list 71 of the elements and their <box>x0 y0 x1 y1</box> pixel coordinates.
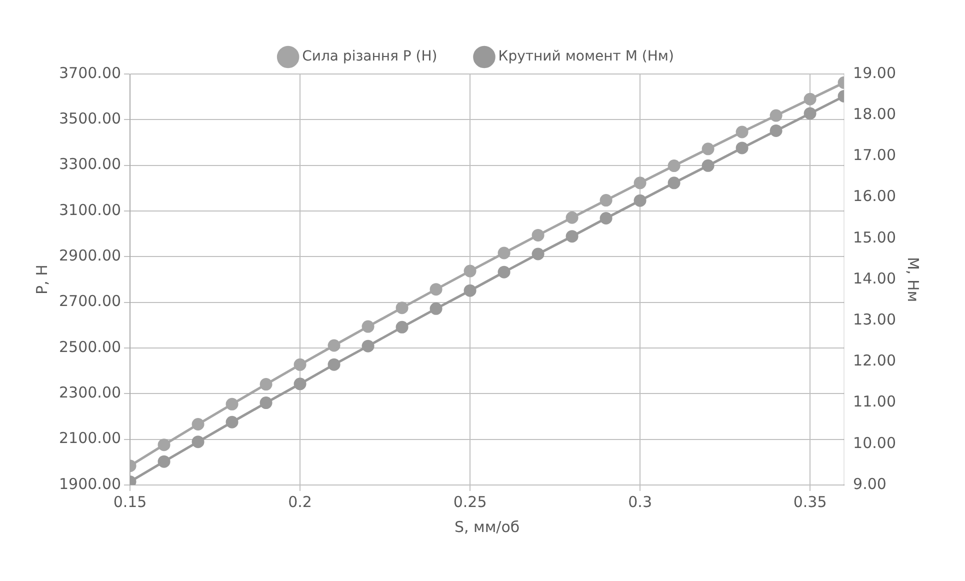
point <box>192 436 204 448</box>
point <box>566 211 578 224</box>
point <box>396 302 408 314</box>
y2-tick-label: 10.00 <box>853 434 896 452</box>
point <box>294 378 306 390</box>
point <box>192 418 204 431</box>
y-tick-label: 3300.00 <box>59 155 122 174</box>
y-tick-label: 2700.00 <box>59 292 122 310</box>
y-axis-title: P, Н <box>32 264 51 294</box>
y2-tick-label: 17.00 <box>853 146 896 164</box>
point <box>430 302 442 315</box>
y2-tick-label: 9.00 <box>853 474 886 493</box>
point <box>702 142 714 156</box>
y-tick-label: 3100.00 <box>59 200 122 219</box>
y-tick-label: 2300.00 <box>59 384 122 402</box>
point <box>736 142 748 154</box>
x-tick-label: 0.15 <box>113 492 147 511</box>
point <box>804 92 816 106</box>
point <box>634 176 646 190</box>
point <box>362 320 374 333</box>
point <box>260 378 272 391</box>
point <box>804 107 816 120</box>
point <box>362 340 374 352</box>
y2-tick-label: 14.00 <box>853 269 896 288</box>
point <box>566 230 578 243</box>
y-tick-label: 2100.00 <box>59 429 122 448</box>
point <box>226 398 238 410</box>
y2-tick-label: 12.00 <box>853 352 896 370</box>
x-tick-label: 0.25 <box>453 492 487 511</box>
point <box>464 284 476 297</box>
y2-tick-label: 15.00 <box>853 228 896 246</box>
x-tick-label: 0.3 <box>628 492 652 511</box>
point <box>770 109 782 122</box>
legend-label: Сила різання P (Н) <box>302 48 438 65</box>
y-tick-label: 3500.00 <box>59 110 122 128</box>
legend-label: Крутний момент M (Нм) <box>498 48 674 65</box>
y-tick-label: 3700.00 <box>59 64 122 82</box>
y2-tick-label: 19.00 <box>853 64 896 82</box>
point <box>702 159 714 172</box>
point <box>498 266 510 278</box>
point <box>226 416 238 428</box>
x-axis-title: S, мм/об <box>454 518 520 536</box>
point <box>498 246 510 260</box>
point <box>532 248 544 260</box>
point <box>668 160 680 172</box>
point <box>328 358 340 371</box>
point <box>634 194 646 207</box>
y2-tick-label: 16.00 <box>853 187 896 206</box>
point <box>396 320 408 334</box>
y2-tick-label: 18.00 <box>853 104 896 123</box>
point <box>600 194 612 207</box>
y-tick-label: 1900.00 <box>59 474 122 493</box>
y2-axis-title: M, Нм <box>904 256 922 302</box>
point <box>464 264 476 278</box>
point <box>532 228 544 242</box>
x-tick-label: 0.35 <box>793 492 827 511</box>
y2-tick-label: 11.00 <box>853 392 896 411</box>
point <box>430 283 442 296</box>
point <box>294 358 306 371</box>
point <box>770 124 782 137</box>
x-tick-label: 0.2 <box>288 492 312 511</box>
point <box>158 438 170 452</box>
y-tick-label: 2900.00 <box>59 246 122 265</box>
point <box>158 455 170 468</box>
point <box>260 396 272 410</box>
point <box>736 126 748 138</box>
point <box>600 212 612 225</box>
point <box>328 339 340 352</box>
point <box>668 176 680 190</box>
y2-tick-label: 13.00 <box>853 310 896 328</box>
y-tick-label: 2500.00 <box>59 338 122 356</box>
